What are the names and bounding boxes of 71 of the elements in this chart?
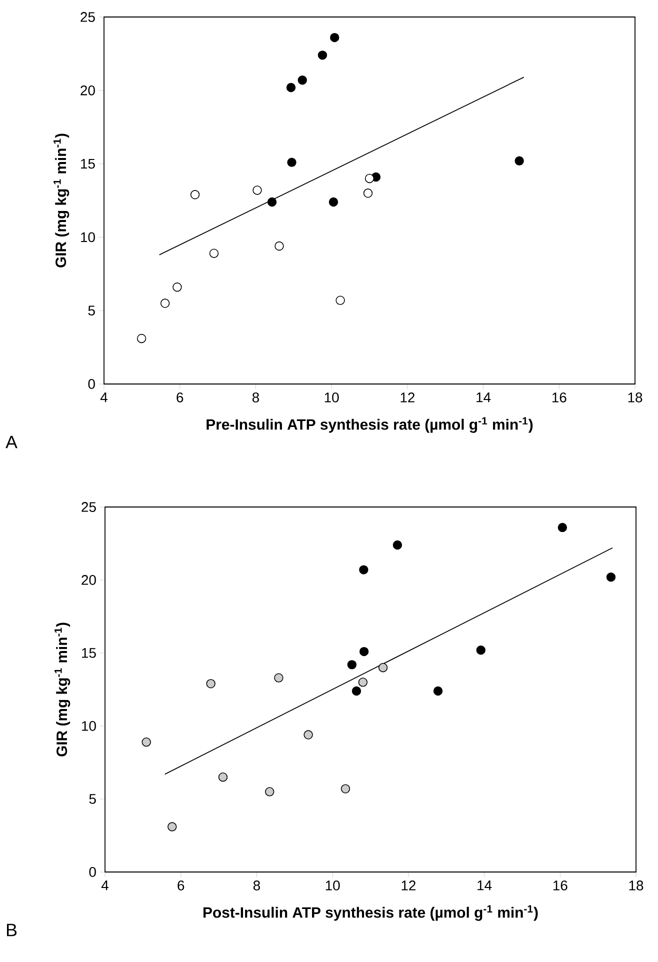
x-tick-label: 16	[553, 880, 568, 890]
y-tick-label: 5	[89, 794, 96, 804]
point	[558, 522, 568, 532]
y-tick-label: 20	[82, 575, 96, 585]
point	[142, 737, 151, 747]
x-tick-label: 12	[402, 880, 416, 890]
y-tick-label: 0	[88, 379, 95, 389]
point	[359, 646, 369, 656]
point	[378, 663, 388, 672]
point	[190, 190, 200, 200]
x-axis-title: Post-Insulin ATP synthesis rate (µmol g$^{-1}$ min$^{-1}$)	[204, 905, 538, 921]
point	[252, 186, 262, 195]
x-tick-label: 18	[628, 392, 642, 402]
y-axis-title: GIR (mg kg$^{-1}$ min$^{-1}$)	[54, 622, 70, 756]
point	[218, 772, 228, 782]
x-tick-label: 16	[552, 392, 566, 402]
point	[267, 197, 277, 207]
text: B	[6, 924, 17, 936]
y-tick-label: 25	[82, 502, 96, 512]
point	[359, 565, 368, 574]
point	[209, 248, 219, 258]
y-tick-label: 5	[88, 306, 95, 316]
point	[433, 686, 443, 696]
x-tick-label: 12	[400, 392, 414, 402]
point	[274, 241, 284, 251]
y-tick-label: 15	[82, 648, 96, 658]
y-tick-label: 15	[81, 158, 95, 169]
x-tick-label: 14	[478, 880, 492, 890]
y-tick-label: 20	[80, 85, 95, 96]
point	[364, 174, 374, 184]
x-tick-label: 6	[178, 880, 184, 890]
point	[160, 298, 170, 308]
point	[318, 50, 328, 60]
point	[606, 572, 616, 582]
point	[358, 678, 368, 687]
point	[298, 76, 307, 85]
point	[168, 822, 177, 832]
point	[352, 686, 362, 696]
x-tick-label: 18	[629, 880, 644, 890]
point	[304, 730, 313, 740]
x-tick-label: 4	[101, 880, 108, 890]
x-tick-label: 10	[324, 392, 339, 402]
y-tick-label: 0	[89, 867, 96, 877]
point	[514, 156, 524, 166]
x-tick-label: 6	[176, 392, 184, 402]
y-tick-label: 25	[80, 12, 95, 22]
point	[206, 679, 216, 688]
x-axis-title: Pre-Insulin ATP synthesis rate (µmol g$^{-1}$ min$^{-1}$)	[206, 417, 533, 433]
point	[328, 197, 338, 207]
y-tick-label: 10	[81, 232, 95, 242]
x-tick-label: 14	[476, 392, 491, 402]
point	[265, 787, 274, 796]
point	[136, 334, 146, 344]
x-tick-label: 4	[100, 392, 108, 402]
point	[274, 673, 284, 682]
text: A	[6, 436, 18, 448]
point	[336, 296, 345, 305]
point	[330, 32, 340, 42]
x-tick-label: 10	[326, 880, 340, 890]
point	[476, 645, 486, 655]
y-tick-label: 10	[82, 721, 96, 731]
point	[287, 158, 296, 167]
point	[363, 188, 373, 198]
point	[340, 784, 350, 794]
y-axis-title: GIR (mg kg$^{-1}$ min$^{-1}$)	[54, 134, 70, 268]
x-tick-label: 8	[252, 392, 259, 402]
point	[172, 282, 182, 292]
point	[347, 660, 357, 670]
x-tick-label: 8	[253, 880, 260, 890]
point	[392, 540, 402, 550]
point	[286, 82, 296, 92]
